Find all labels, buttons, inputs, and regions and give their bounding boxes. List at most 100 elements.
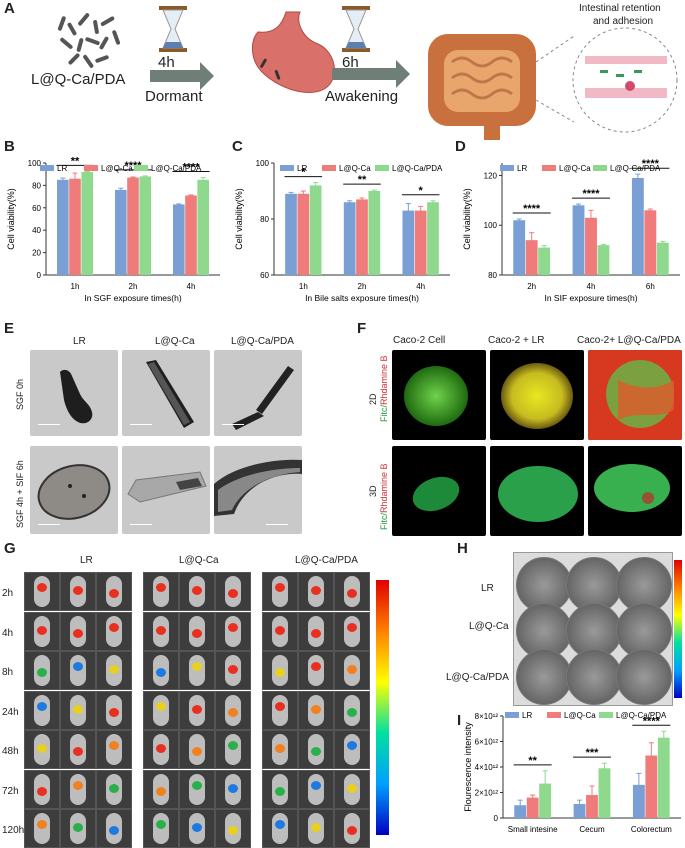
fluorescence-signal: [156, 701, 166, 711]
mouse-image: [262, 690, 298, 730]
x-tick-label: 4h: [587, 282, 596, 291]
panel-C-letter: C: [232, 138, 243, 155]
fluorescence-signal: [109, 665, 119, 674]
x-tick-label: 2h: [129, 282, 138, 291]
E-row-SGF0h: SGF 0h: [15, 378, 25, 410]
x-tick-label: 6h: [646, 282, 655, 291]
fluor-caco2-LR-3D: [490, 446, 584, 536]
F-side-label-top: Fitc/Rhdamine B: [379, 355, 389, 422]
tem-image-LR-SIF: [30, 446, 118, 534]
legend-label-L@Q-Ca/PDA: L@Q-Ca/PDA: [616, 711, 667, 720]
F-col-caco2-LR: Caco-2 + LR: [488, 335, 545, 346]
fluorescence-signal: [156, 786, 166, 796]
mouse-image: [262, 809, 298, 848]
fluorescence-signal: [109, 826, 119, 835]
fluorescence-signal: [73, 586, 83, 595]
y-axis-label: Cell viability(%): [6, 188, 16, 250]
legend-swatch-L@Q-Ca: [84, 165, 98, 171]
y-axis-label: Flourescence intensity: [463, 722, 473, 812]
panel-H-letter: H: [457, 540, 468, 557]
significance-label: ****: [643, 715, 661, 727]
H-row-LQCa: L@Q-Ca: [469, 621, 509, 632]
y-tick-label: 80: [260, 215, 269, 224]
mouse-image: [179, 611, 215, 651]
bar-L@Q-Ca-4h: [585, 217, 597, 275]
y-tick-label: 100: [28, 159, 42, 168]
E-row-SGF4hSIF6h: SGF 4h + SIF 6h: [15, 460, 25, 528]
mouse-image: [334, 690, 370, 730]
mouse-image: [96, 651, 132, 690]
F-row-2D: 2D: [368, 393, 378, 405]
x-tick-label: 1h: [299, 282, 308, 291]
y-tick-label: 60: [32, 204, 41, 213]
mouse-image: [24, 730, 60, 769]
mouse-image: [24, 572, 60, 611]
fluorescence-signal: [73, 662, 83, 671]
mouse-image: [143, 769, 179, 809]
legend-swatch-L@Q-Ca/PDA: [134, 165, 148, 171]
tem-image-LQCaPDA-SIF: [214, 446, 302, 534]
bar-L@Q-Ca-Colorectum: [645, 755, 658, 818]
legend-label-L@Q-Ca: L@Q-Ca: [564, 711, 596, 720]
fluorescence-signal: [73, 747, 83, 756]
fluor-caco2-LQCaPDA-3D: [588, 446, 682, 536]
G-group-LQCaPDA: L@Q-Ca/PDA: [295, 555, 358, 566]
fluorescence-signal: [192, 628, 202, 638]
E-col-LR: LR: [73, 336, 86, 347]
x-tick-label: 4h: [416, 282, 425, 291]
significance-label: **: [71, 155, 80, 167]
significance-label: **: [358, 174, 367, 186]
mouse-image: [179, 572, 215, 611]
fluorescence-signal: [156, 668, 166, 677]
mouse-image: [96, 809, 132, 848]
inset-title-line1: Intestinal retention: [579, 3, 661, 14]
fluorescence-signal: [311, 747, 321, 756]
mouse-image: [298, 651, 334, 690]
mouse-image: [24, 611, 60, 651]
fluorescence-signal: [37, 668, 47, 677]
mouse-image: [60, 769, 96, 809]
fluorescence-signal: [311, 823, 321, 832]
legend-label-L@Q-Ca/PDA: L@Q-Ca/PDA: [151, 164, 202, 173]
y-tick-label: 6×10¹²: [475, 738, 499, 747]
y-tick-label: 4×10¹²: [475, 763, 499, 772]
chart-C: 60 80 100 Cell viability(%) In Bile salts ex…: [234, 159, 450, 303]
fluor-caco2-3D: [392, 446, 486, 536]
x-tick-label: 4h: [187, 282, 196, 291]
bar-L@Q-Ca-6h: [644, 210, 657, 275]
bar-LR-4h: [173, 204, 185, 275]
mouse-image: [179, 730, 215, 769]
significance-label: *: [301, 167, 306, 179]
panel-G-letter: G: [4, 540, 16, 557]
mouse-image: [96, 769, 132, 809]
mouse-image: [143, 572, 179, 611]
mouse-image: [334, 611, 370, 651]
y-tick-label: 2×10¹²: [475, 789, 499, 798]
mouse-image: [96, 572, 132, 611]
x-tick-label: 1h: [71, 282, 80, 291]
fluorescence-signal: [347, 707, 357, 717]
legend-swatch-LR: [280, 165, 294, 171]
mouse-image: [24, 809, 60, 848]
G-colorbar: [376, 580, 389, 835]
bar-LR-Colorectum: [632, 784, 645, 818]
legend-label-L@Q-Ca: L@Q-Ca: [339, 164, 371, 173]
stomach-illustration: [252, 11, 335, 93]
legend-label-L@Q-Ca: L@Q-Ca: [559, 164, 591, 173]
legend-swatch-L@Q-Ca: [547, 712, 561, 718]
fluorescence-signal: [109, 622, 119, 632]
fluorescence-signal: [109, 707, 119, 717]
x-tick-label: 2h: [527, 282, 536, 291]
y-tick-label: 120: [484, 171, 498, 180]
bacteria-cluster: [57, 13, 121, 68]
mouse-image: [298, 690, 334, 730]
mouse-image: [334, 730, 370, 769]
bar-L@Q-Ca/PDA-Cecum: [598, 768, 611, 818]
fluorescence-signal: [192, 662, 202, 671]
fluorescence-signal: [228, 622, 238, 632]
F-side-red: Rhdamine B: [379, 355, 389, 405]
bar-LR-2h: [513, 220, 526, 275]
mouse-image: [334, 769, 370, 809]
fluorescence-signal: [37, 701, 47, 711]
mouse-image: [24, 651, 60, 690]
